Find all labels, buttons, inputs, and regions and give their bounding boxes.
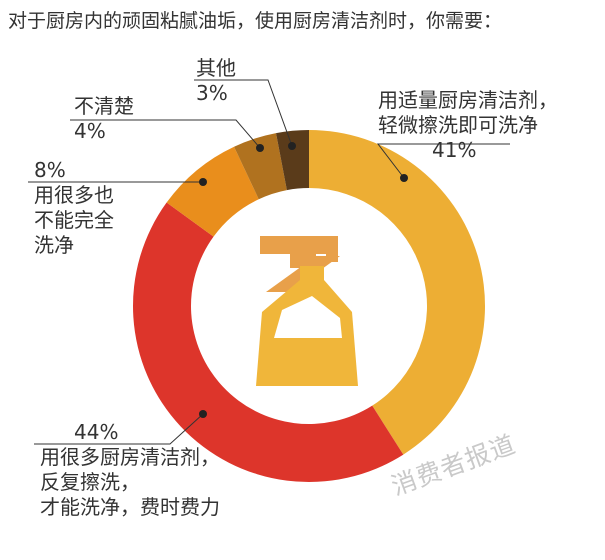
bottle-window (274, 296, 342, 338)
label-cannot-clean-line2: 不能完全 (34, 208, 114, 232)
leader-heavy-scrub (34, 413, 204, 445)
slice-cannot-clean (166, 146, 259, 237)
label-other: 其他 3% (196, 56, 236, 106)
leader-unclear (70, 119, 261, 149)
label-heavy-scrub-pct: 44% (74, 420, 119, 444)
nozzle-tip (326, 236, 338, 262)
leader-light-scrub-dot (400, 174, 408, 182)
label-light-scrub-line1: 用适量厨房清洁剂， (378, 88, 558, 112)
label-cannot-clean: 8% 用很多也 不能完全 洗净 (34, 158, 114, 258)
leader-other-dot (288, 142, 296, 150)
label-unclear: 不清楚 4% (74, 94, 134, 144)
label-unclear-pct: 4% (74, 119, 106, 143)
leader-other (194, 79, 293, 147)
trigger-head (260, 236, 326, 254)
label-cannot-clean-pct: 8% (34, 158, 66, 182)
leader-light-scrub (376, 143, 510, 179)
spray-bottle-icon (256, 236, 358, 386)
label-light-scrub-pct: 41% (432, 138, 477, 162)
slice-light-scrub (309, 130, 486, 455)
label-light-scrub: 用适量厨房清洁剂， 轻微擦洗即可洗净 41% (378, 88, 558, 163)
label-heavy-scrub-line2: 反复擦洗， (40, 470, 140, 494)
label-heavy-scrub-line3: 才能洗净，费时费力 (40, 495, 220, 519)
chart-title: 对于厨房内的顽固粘腻油垢，使用厨房清洁剂时，你需要： (8, 10, 503, 32)
label-heavy-scrub: 44% 用很多厨房清洁剂， 反复擦洗， 才能洗净，费时费力 (40, 420, 220, 520)
bottle-cap (300, 266, 324, 280)
label-light-scrub-line2: 轻微擦洗即可洗净 (378, 113, 538, 137)
label-other-name: 其他 (196, 56, 236, 80)
leader-heavy-scrub-dot (199, 410, 207, 418)
label-cannot-clean-line3: 洗净 (34, 233, 74, 257)
slice-unclear (234, 133, 287, 200)
slice-other (276, 130, 309, 191)
label-other-pct: 3% (196, 81, 228, 105)
label-heavy-scrub-line1: 用很多厨房清洁剂， (40, 445, 220, 469)
label-unclear-name: 不清楚 (74, 94, 134, 118)
label-cannot-clean-line1: 用很多也 (34, 183, 114, 207)
leader-cannot-clean-dot (199, 178, 207, 186)
leader-unclear-dot (256, 144, 264, 152)
